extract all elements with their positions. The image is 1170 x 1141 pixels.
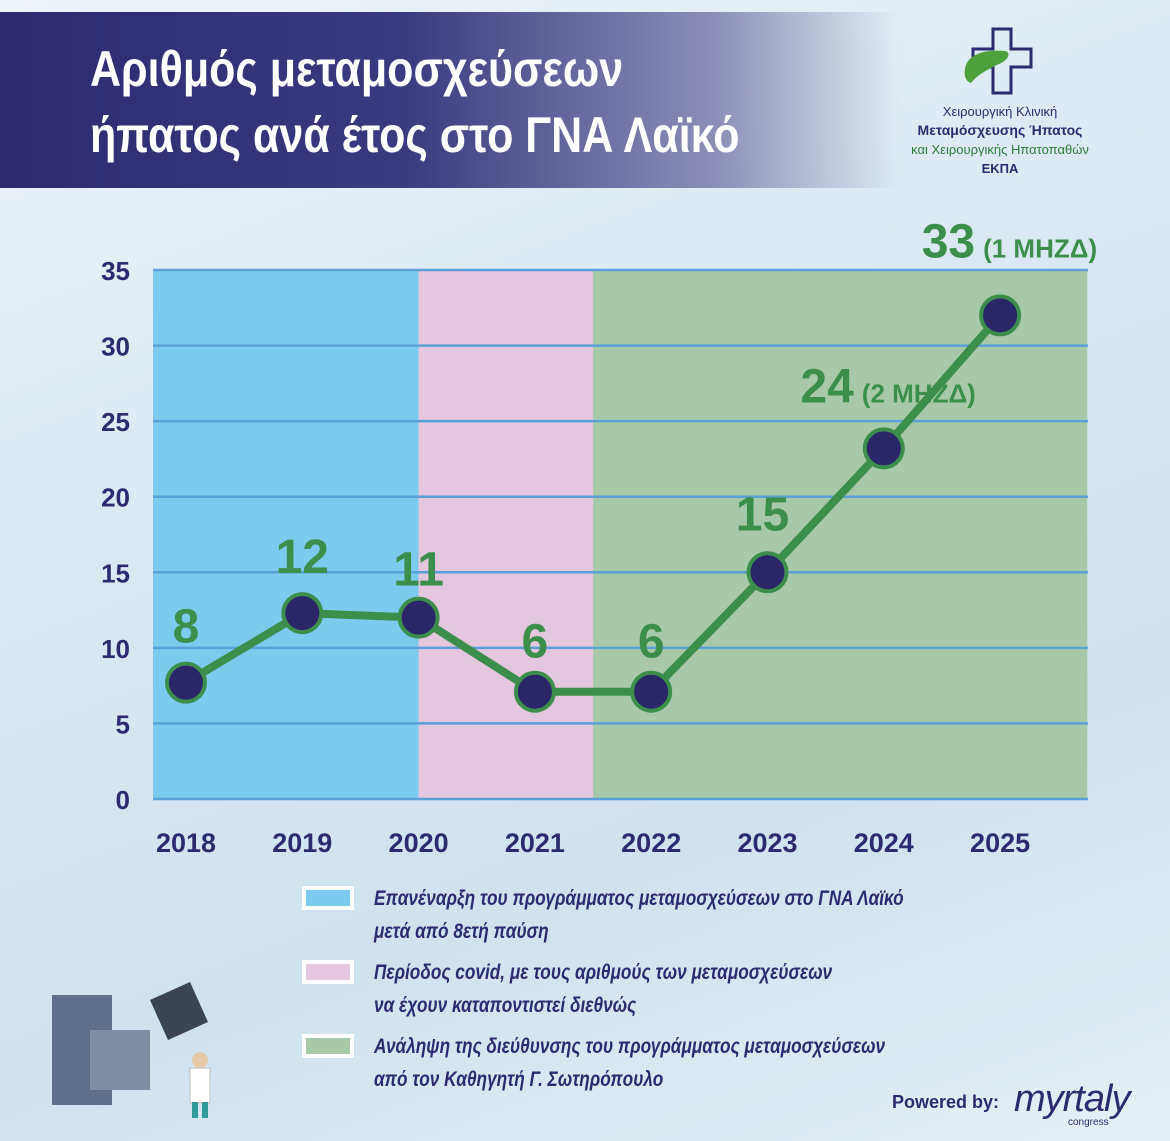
legend-text: από τον Καθηγητή Γ. Σωτηρόπουλο: [374, 1068, 664, 1091]
legend-swatch-pink: [302, 960, 354, 984]
band-2: [593, 270, 1088, 799]
title-line-1: Αριθμός μεταμοσχεύσεων: [90, 41, 624, 97]
y-tick-label: 15: [101, 558, 130, 588]
legend-text: να έχουν καταποντιστεί διεθνώς: [374, 994, 637, 1017]
data-label: 11: [393, 544, 444, 597]
x-tick-label: 2022: [621, 828, 681, 858]
legend-text: Επανέναρξη του προγράμματος μεταμοσχεύσε…: [374, 887, 904, 910]
title-banner: [0, 12, 900, 188]
y-tick-label: 10: [101, 634, 130, 664]
data-label-note: (1 ΜΗΖΔ): [983, 233, 1097, 263]
legend-text: Ανάληψη της διεύθυνσης του προγράμματος …: [374, 1035, 886, 1058]
x-tick-label: 2019: [272, 828, 332, 858]
data-point: [979, 294, 1022, 337]
x-tick-label: 2020: [389, 828, 449, 858]
y-tick-label: 20: [101, 483, 130, 513]
title-line-2: ήπατος ανά έτος στο ΓΝΑ Λαϊκό: [90, 107, 740, 163]
liver-cross-icon: [964, 27, 1033, 95]
data-label: 6: [522, 616, 549, 669]
data-label: 33: [922, 215, 975, 268]
data-label: 15: [736, 488, 789, 541]
data-point: [281, 592, 324, 635]
legend-swatch-green: [302, 1034, 354, 1058]
logo-line-1: Χειρουργική Κλινική: [942, 104, 1058, 119]
y-tick-label: 5: [116, 709, 130, 739]
x-tick-label: 2018: [156, 828, 216, 858]
brand-name: myrtaly: [1014, 1078, 1130, 1120]
y-tick-label: 0: [116, 785, 130, 815]
band-1: [418, 270, 594, 799]
data-point: [630, 670, 673, 713]
legend-item: Περίοδος covid, με τους αριθμούς των μετ…: [302, 956, 1020, 1022]
legend-text: μετά από 8ετή παύση: [374, 920, 549, 943]
legend-text: Περίοδος covid, με τους αριθμούς των μετ…: [374, 961, 833, 984]
legend-item: Επανέναρξη του προγράμματος μεταμοσχεύσε…: [302, 882, 1020, 948]
y-tick-label: 25: [101, 407, 130, 437]
y-tick-label: 35: [101, 256, 130, 286]
x-tick-label: 2023: [737, 828, 797, 858]
data-point: [746, 551, 789, 594]
page-title: Αριθμός μεταμοσχεύσεων ήπατος ανά έτος σ…: [90, 36, 740, 168]
data-label: 12: [276, 531, 329, 584]
puzzle-doctor-illustration: [52, 982, 211, 1118]
legend-swatch-blue: [302, 886, 354, 910]
legend-item: Ανάληψη της διεύθυνσης του προγράμματος …: [302, 1030, 1020, 1096]
powered-by-label: Powered by:: [892, 1092, 1000, 1112]
band-0: [153, 270, 419, 799]
logo-line-3: και Χειρουργικής Ηπατοπαθών: [911, 142, 1089, 157]
y-tick-label: 30: [101, 332, 130, 362]
legend: Επανέναρξη του προγράμματος μεταμοσχεύσε…: [302, 882, 1020, 1104]
data-point: [862, 427, 905, 470]
logo-line-2: Μεταμόσχευσης Ήπατος: [917, 122, 1083, 138]
data-label-note: (2 ΜΗΖΔ): [862, 378, 976, 408]
data-label: 24: [800, 360, 854, 413]
brand-sub: congress: [1068, 1117, 1109, 1128]
data-label: 8: [173, 601, 200, 654]
clinic-logo: Χειρουργική Κλινική Μεταμόσχευσης Ήπατος…: [880, 25, 1120, 178]
data-point: [513, 670, 556, 713]
x-tick-label: 2025: [970, 828, 1030, 858]
x-tick-label: 2021: [505, 828, 565, 858]
data-label: 6: [638, 616, 665, 669]
data-point: [397, 596, 440, 639]
x-tick-label: 2024: [854, 828, 914, 858]
myrtaly-logo: myrtaly: [1014, 1078, 1130, 1121]
data-point: [165, 661, 207, 704]
logo-line-4: ΕΚΠΑ: [981, 161, 1019, 176]
